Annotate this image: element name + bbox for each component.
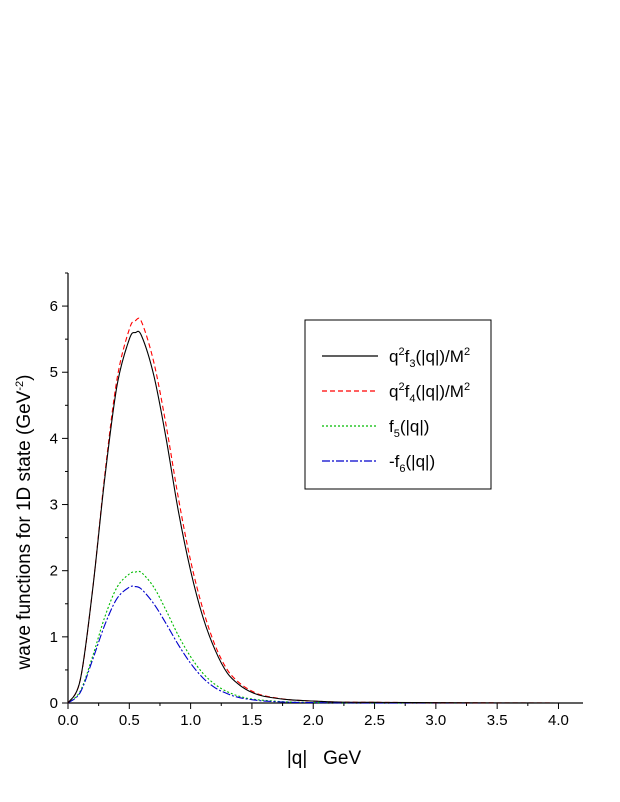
y-tick-label: 3 [50, 497, 58, 514]
x-axis-label: |q| GeV [287, 748, 362, 769]
y-axis-label: wave functions for 1D state (GeV-2) [14, 375, 35, 671]
x-tick-label: 1.0 [180, 712, 201, 729]
y-tick-label: 1 [50, 629, 58, 646]
y-tick-label: 5 [50, 364, 58, 381]
x-tick-label: 1.5 [241, 712, 262, 729]
x-tick-label: 4.0 [548, 712, 569, 729]
x-tick-label: 2.5 [364, 712, 385, 729]
y-axis-label-main: wave functions for 1D state (GeV [14, 390, 35, 670]
series-lines [67, 317, 559, 704]
x-tick-label: 3.5 [487, 712, 508, 729]
legend-label-3: f5(|q|) [389, 417, 429, 440]
legend: q2f3(|q|)/M2 q2f4(|q|)/M2 f5(|q|) -f6(|q|) [304, 319, 492, 490]
x-tick-label: 0.5 [119, 712, 140, 729]
series-line-1 [67, 330, 559, 704]
legend-label-1: q2f3(|q|)/M2 [389, 346, 470, 370]
y-tick-label: 4 [50, 430, 58, 447]
y-tick-label: 2 [50, 563, 58, 580]
series-line-2 [67, 317, 559, 704]
tick-marks [62, 272, 559, 709]
legend-label-4: -f6(|q|) [389, 452, 435, 475]
x-tick-label: 2.0 [303, 712, 324, 729]
x-tick-label: 0.0 [58, 712, 79, 729]
series-line-4 [67, 585, 559, 704]
y-axis-label-end: ) [14, 375, 35, 381]
x-tick-label: 3.0 [425, 712, 446, 729]
y-tick-label: 0 [50, 695, 58, 712]
series-line-3 [67, 570, 559, 704]
legend-label-2: q2f4(|q|)/M2 [389, 381, 470, 405]
y-tick-label: 6 [50, 298, 58, 315]
y-axis-label-superscript: -2 [14, 381, 26, 391]
tick-labels: 0.0 0.5 1.0 1.5 2.0 2.5 3.0 3.5 4.0 0 1 2 3 4 5 6 [50, 298, 569, 729]
